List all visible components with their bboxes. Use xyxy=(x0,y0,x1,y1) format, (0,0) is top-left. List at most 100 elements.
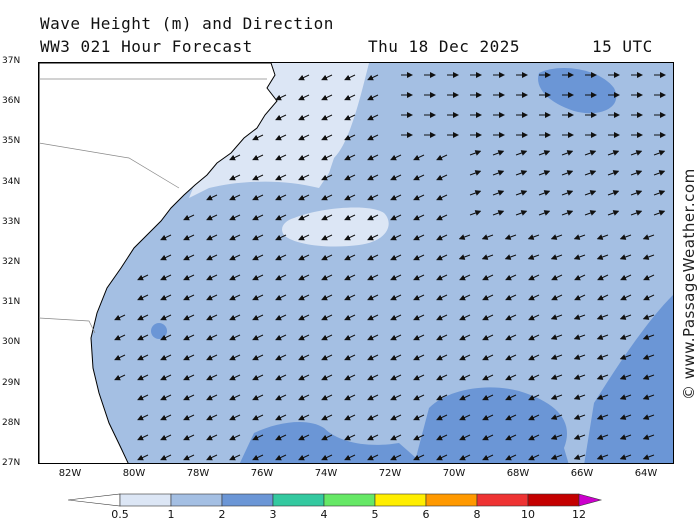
wave-arrow xyxy=(515,190,528,196)
wave-arrow xyxy=(505,374,517,381)
wave-arrow xyxy=(538,170,551,176)
wave-arrow xyxy=(275,174,287,181)
wave-arrow xyxy=(183,354,195,361)
wave-arrow xyxy=(114,314,126,321)
wave-arrow xyxy=(390,254,402,261)
lat-label: 34N xyxy=(2,176,21,187)
wave-arrow xyxy=(229,434,241,441)
wave-arrow xyxy=(321,434,333,441)
wave-arrow xyxy=(229,374,241,381)
wave-arrow xyxy=(252,214,264,221)
wave-arrow xyxy=(252,454,264,461)
map-title: Wave Height (m) and Direction xyxy=(40,14,334,33)
colorbar-segment xyxy=(476,493,529,507)
wave-arrow xyxy=(344,314,356,321)
wave-arrow xyxy=(321,234,333,241)
wave-arrow xyxy=(482,354,494,361)
lat-label: 37N xyxy=(2,56,21,66)
wave-arrow xyxy=(561,150,574,156)
wave-arrow xyxy=(584,210,597,216)
wave-arrow xyxy=(206,234,218,241)
wave-arrow xyxy=(367,314,379,321)
wave-arrow xyxy=(229,294,241,301)
wave-arrow xyxy=(298,354,310,361)
wave-arrow xyxy=(114,334,126,341)
wave-arrow xyxy=(528,414,540,421)
wave-arrow xyxy=(597,274,609,281)
wave-arrow xyxy=(619,394,632,400)
wave-arrow xyxy=(390,334,402,341)
wave-arrow xyxy=(413,374,425,381)
wave-arrow xyxy=(344,134,356,141)
wave-arrow xyxy=(160,234,172,241)
wave-arrow xyxy=(642,334,655,340)
wave-arrow xyxy=(390,454,402,461)
wave-arrow xyxy=(275,434,287,441)
wave-arrow xyxy=(505,274,517,281)
wave-arrow xyxy=(436,314,448,321)
wave-arrow xyxy=(482,274,494,281)
wave-arrow xyxy=(160,414,172,421)
wave-arrow xyxy=(607,210,620,216)
wave-arrow xyxy=(275,254,287,261)
wave-arrow xyxy=(321,174,333,181)
wave-arrow xyxy=(413,414,425,421)
wave-arrow xyxy=(436,354,448,361)
wave-arrow xyxy=(321,134,333,141)
wave-arrow xyxy=(367,114,379,121)
forecast-date: Thu 18 Dec 2025 xyxy=(368,37,520,56)
wave-arrow xyxy=(344,414,356,421)
wave-arrow xyxy=(505,294,517,301)
wave-arrow xyxy=(137,454,149,461)
ocean-0.5-1m-patch xyxy=(282,207,389,247)
lat-label: 30N xyxy=(2,337,21,348)
wave-arrow xyxy=(229,154,241,161)
wave-arrow xyxy=(505,354,517,361)
colorbar-label: 12 xyxy=(572,508,586,521)
wave-arrow xyxy=(321,294,333,301)
wave-arrow xyxy=(596,454,609,460)
colorbar-label: 5 xyxy=(371,508,379,521)
lon-label: 76W xyxy=(250,468,274,479)
wave-arrow xyxy=(436,434,448,441)
wave-arrow xyxy=(574,274,586,281)
wave-arrow xyxy=(436,214,448,221)
wave-arrow xyxy=(298,214,310,221)
wave-arrow xyxy=(458,234,471,240)
wave-arrow xyxy=(183,254,195,261)
forecast-time: 15 UTC xyxy=(592,37,653,56)
wave-arrow xyxy=(229,174,241,181)
wave-arrow xyxy=(367,254,379,261)
wave-arrow xyxy=(137,334,149,341)
wave-arrow xyxy=(561,190,574,196)
wave-arrow xyxy=(596,354,609,360)
wave-arrow xyxy=(160,274,172,281)
wave-arrow xyxy=(596,254,609,260)
wave-arrow xyxy=(630,150,643,156)
wave-arrow xyxy=(527,254,540,260)
wave-arrow xyxy=(469,150,482,156)
wave-arrow xyxy=(413,154,425,161)
wave-arrow xyxy=(642,414,655,420)
wave-arrow xyxy=(344,194,356,201)
wave-arrow xyxy=(321,194,333,201)
wave-arrow xyxy=(492,170,505,176)
wave-arrow xyxy=(436,194,448,201)
wave-arrow xyxy=(620,274,632,281)
wave-arrow xyxy=(413,214,425,221)
wave-arrow xyxy=(298,134,310,141)
wave-arrow xyxy=(229,254,241,261)
lat-label: 32N xyxy=(2,257,21,267)
wave-arrow xyxy=(252,174,264,181)
wave-arrow xyxy=(252,414,264,421)
wave-arrow xyxy=(528,434,540,441)
wave-arrow xyxy=(528,354,540,361)
wave-arrow xyxy=(321,394,333,401)
wave-arrow xyxy=(390,314,402,321)
wave-arrow xyxy=(642,454,655,460)
wave-arrow xyxy=(459,454,471,461)
wave-arrow xyxy=(252,434,264,441)
wave-arrow xyxy=(298,234,310,241)
wave-arrow xyxy=(390,354,402,361)
wave-arrow xyxy=(573,394,586,400)
